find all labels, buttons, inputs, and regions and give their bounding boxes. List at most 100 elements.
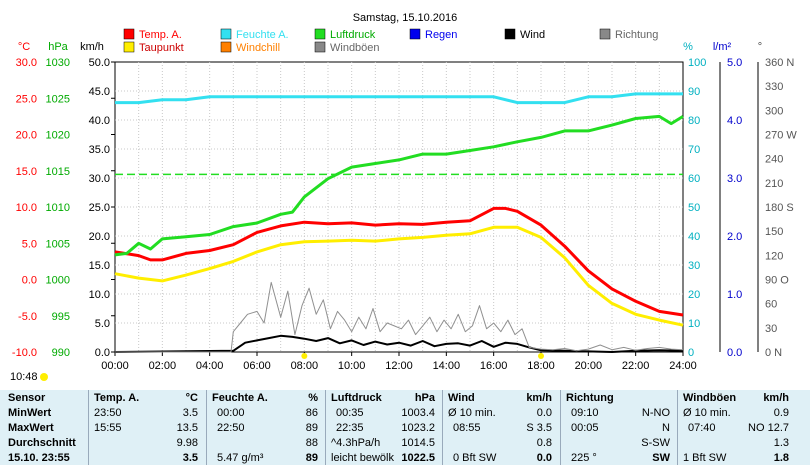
x-tick-label: 02:00 xyxy=(149,360,177,372)
x-tick-label: 00:00 xyxy=(101,360,129,372)
series-line-taupunkt xyxy=(114,225,684,327)
axis-tick-pressure: 1020 xyxy=(46,130,70,142)
stats-separator xyxy=(677,390,678,465)
axis-tick-wind: 25.0 xyxy=(89,202,110,214)
axis-tick-temp: 20.0 xyxy=(16,130,37,142)
stats-col-direction: Richtung 09:10 N-NO 00:05 N S-SW 225 ° S… xyxy=(566,390,674,465)
stats-pressure-unit: hPa xyxy=(414,392,435,404)
stats-col-wind: Wind km/h Ø 10 min. 0.0 08:55 S 3.5 0.8 … xyxy=(448,390,558,465)
stats-temp-avg-val: 9.98 xyxy=(176,437,198,449)
axis-tick-humidity: 70 xyxy=(688,144,700,156)
axis-tick-wind: 5.0 xyxy=(95,318,110,330)
legend-label: Temp. A. xyxy=(139,29,182,41)
legend-label: Regen xyxy=(425,29,457,41)
axis-tick-rain: 3.0 xyxy=(727,173,742,185)
axis-tick-humidity: 40 xyxy=(688,231,700,243)
x-marker-dot xyxy=(538,353,544,359)
stats-temp-min-time: 23:50 xyxy=(94,407,122,419)
stats-pressure-min-val: 1003.4 xyxy=(401,407,435,419)
stats-separator xyxy=(442,390,443,465)
stats-wind-now-val: 0.0 xyxy=(536,452,552,464)
stats-separator xyxy=(88,390,89,465)
axis-tick-wind: 40.0 xyxy=(89,115,110,127)
axis-tick-direction: 270 W xyxy=(765,130,797,142)
stats-direction-max-time: 00:05 xyxy=(571,422,599,434)
stats-direction-avg-val: S-SW xyxy=(641,437,670,449)
x-tick-label: 14:00 xyxy=(433,360,461,372)
axis-unit-wind: km/h xyxy=(80,41,104,53)
stats-pressure-avg-val: 1014.5 xyxy=(401,437,435,449)
axis-tick-pressure: 1015 xyxy=(46,166,70,178)
axis-tick-wind: 35.0 xyxy=(89,144,110,156)
stats-header-sensor: Sensor xyxy=(8,392,46,404)
stats-temp-unit: °C xyxy=(185,392,198,404)
series-line-luftdruck xyxy=(114,114,684,257)
stats-temp-header: Temp. A. xyxy=(94,392,140,404)
axis-tick-pressure: 1025 xyxy=(46,93,70,105)
current-time-label: 10:48 xyxy=(10,371,38,383)
stats-label-now: 15.10. 23:55 xyxy=(8,452,70,464)
axis-tick-temp: 10.0 xyxy=(16,202,37,214)
stats-label-max: MaxWert xyxy=(8,422,54,434)
stats-gusts-header: Windböen xyxy=(683,392,737,404)
stats-wind-max-val: S 3.5 xyxy=(526,422,552,434)
stats-pressure-min-time: 00:35 xyxy=(336,407,364,419)
axis-tick-humidity: 80 xyxy=(688,115,700,127)
axis-tick-wind: 50.0 xyxy=(89,57,110,69)
stats-pressure-forecast: leicht bewölk xyxy=(331,452,394,464)
stats-pressure-now-val: 1022.5 xyxy=(401,452,435,464)
axis-tick-wind: 10.0 xyxy=(89,289,110,301)
axis-tick-direction: 120 xyxy=(765,250,783,262)
stats-pressure-max-val: 1023.2 xyxy=(401,422,435,434)
stats-pressure-max-time: 22:35 xyxy=(336,422,364,434)
stats-temp-min-val: 3.5 xyxy=(182,407,198,419)
stats-wind-now-label: 0 Bft SW xyxy=(453,452,497,464)
axis-tick-direction: 360 N xyxy=(765,57,794,69)
axis-tick-direction: 240 xyxy=(765,154,783,166)
stats-pressure-header: Luftdruck xyxy=(331,392,382,404)
axis-unit-direction: ° xyxy=(758,41,762,53)
x-tick-label: 12:00 xyxy=(385,360,413,372)
axis-tick-pressure: 990 xyxy=(52,347,70,359)
x-tick-label: 18:00 xyxy=(527,360,555,372)
stats-humidity-min-val: 86 xyxy=(305,407,318,419)
axis-tick-wind: 30.0 xyxy=(89,173,110,185)
stats-humidity-unit: % xyxy=(308,392,318,404)
legend-swatch xyxy=(504,28,516,40)
stats-separator xyxy=(560,390,561,465)
axis-tick-wind: 45.0 xyxy=(89,86,110,98)
axis-tick-direction: 150 xyxy=(765,226,783,238)
stats-label-min: MinWert xyxy=(8,407,52,419)
stats-separator xyxy=(325,390,326,465)
stats-gusts-min-val: 0.9 xyxy=(773,407,789,419)
axis-tick-pressure: 1010 xyxy=(46,202,70,214)
axis-tick-humidity: 100 xyxy=(688,57,706,69)
stats-col-temp: Temp. A. °C 23:50 3.5 15:55 13.5 9.98 3.… xyxy=(94,390,202,465)
stats-gusts-now-label: 1 Bft SW xyxy=(683,452,727,464)
legend-label: Luftdruck xyxy=(330,29,376,41)
stats-wind-avg-val: 0.8 xyxy=(536,437,552,449)
stats-wind-unit: km/h xyxy=(526,392,552,404)
stats-pressure-trend: ^4.3hPa/h xyxy=(331,437,381,449)
stats-separator xyxy=(206,390,207,465)
stats-direction-max-val: N xyxy=(662,422,670,434)
stats-gusts-avg-val: 1.3 xyxy=(773,437,789,449)
series-line-wind xyxy=(114,334,684,353)
axis-tick-temp: -10.0 xyxy=(12,347,37,359)
legend-swatch xyxy=(220,41,232,53)
stats-humidity-now-extra: 5.47 g/m³ xyxy=(217,452,264,464)
x-tick-label: 06:00 xyxy=(243,360,271,372)
stats-direction-min-time: 09:10 xyxy=(571,407,599,419)
stats-col-gusts: Windböen km/h Ø 10 min. 0.9 07:40 NO 12.… xyxy=(683,390,793,465)
axis-tick-humidity: 20 xyxy=(688,289,700,301)
axis-unit-humidity: % xyxy=(683,41,693,53)
axis-tick-direction: 300 xyxy=(765,105,783,117)
stats-wind-header: Wind xyxy=(448,392,475,404)
stats-table: Sensor MinWert MaxWert Durchschnitt 15.1… xyxy=(0,390,810,465)
stats-wind-min-label: Ø 10 min. xyxy=(448,407,496,419)
stats-wind-max-time: 08:55 xyxy=(453,422,481,434)
axis-tick-temp: -5.0 xyxy=(18,311,37,323)
stats-humidity-avg-val: 88 xyxy=(305,437,318,449)
axis-tick-direction: 0 N xyxy=(765,347,782,359)
axis-tick-pressure: 1030 xyxy=(46,57,70,69)
